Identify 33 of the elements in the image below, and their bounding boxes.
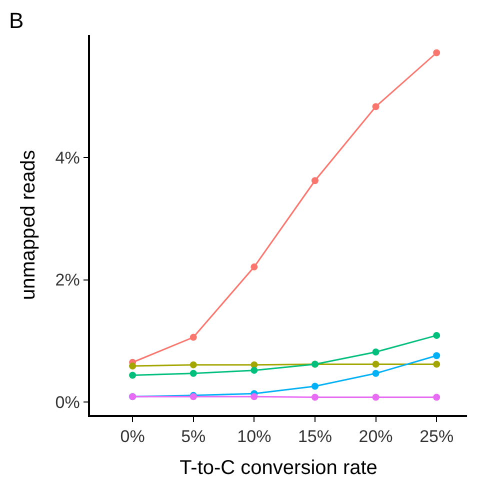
x-tick-label: 5%: [181, 427, 206, 446]
x-tick-label: 20%: [358, 427, 393, 446]
x-tick-label: 25%: [420, 427, 454, 446]
text: B: [9, 8, 24, 33]
point: [311, 177, 318, 184]
y-tick-label: 4%: [55, 148, 80, 168]
point: [250, 263, 258, 270]
point: [433, 352, 440, 360]
point: [433, 332, 440, 339]
point: [372, 103, 380, 110]
point: [372, 394, 380, 401]
point: [372, 370, 380, 377]
point: [433, 394, 440, 401]
y-axis-title: unmapped reads: [17, 150, 40, 300]
point: [190, 334, 197, 341]
point: [433, 49, 440, 56]
point: [372, 348, 380, 356]
point: [190, 361, 197, 368]
point: [190, 370, 197, 377]
x-tick-label: 0%: [120, 427, 145, 446]
point: [372, 360, 380, 368]
y-tick-label: 2%: [55, 270, 80, 290]
point: [311, 394, 318, 401]
y-tick-label: 0%: [55, 393, 80, 412]
point: [433, 360, 440, 368]
point: [250, 366, 258, 374]
point: [129, 372, 136, 379]
point: [129, 362, 136, 370]
point: [250, 393, 258, 400]
x-tick-label: 15%: [298, 427, 332, 446]
x-axis-title: T-to-C conversion rate: [180, 457, 378, 480]
x-tick-label: 10%: [237, 427, 272, 446]
point: [311, 382, 318, 390]
